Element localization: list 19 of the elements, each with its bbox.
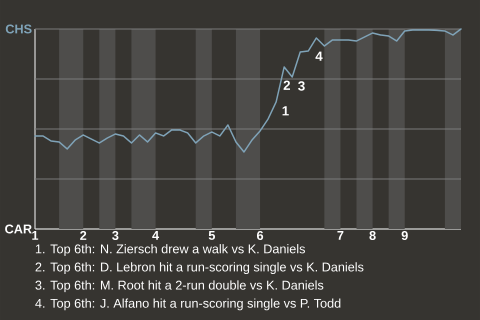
x-tick-label: 9 bbox=[402, 231, 408, 240]
x-tick-label: 3 bbox=[112, 231, 118, 240]
text: CHS bbox=[6, 24, 32, 34]
text: CAR bbox=[5, 224, 32, 234]
annotation: 4 bbox=[315, 52, 323, 61]
text: 3. Top 6th: M. Root hit a 2-run double vs K. Daniels bbox=[35, 280, 324, 292]
x-tick-label: 7 bbox=[337, 231, 344, 240]
text: 2. Top 6th: D. Lebron hit a run-scoring single vs K. Daniels bbox=[36, 262, 364, 274]
x-tick-label: 4 bbox=[152, 231, 160, 240]
x-tick-label: 2 bbox=[80, 231, 86, 240]
annotation: 3 bbox=[298, 81, 305, 91]
text: 1. Top 6th: N. Ziersch drew a walk vs K. Daniels bbox=[36, 244, 305, 256]
x-tick-label: 8 bbox=[369, 231, 376, 240]
annotation: 1 bbox=[282, 106, 289, 116]
annotation: 2 bbox=[284, 80, 290, 90]
text: 4. Top 6th: J. Alfano hit a run-scoring single vs P. Todd bbox=[35, 298, 340, 310]
x-tick-label: 1 bbox=[32, 231, 38, 240]
x-tick-label: 6 bbox=[256, 231, 264, 240]
x-tick-label: 5 bbox=[208, 231, 215, 240]
